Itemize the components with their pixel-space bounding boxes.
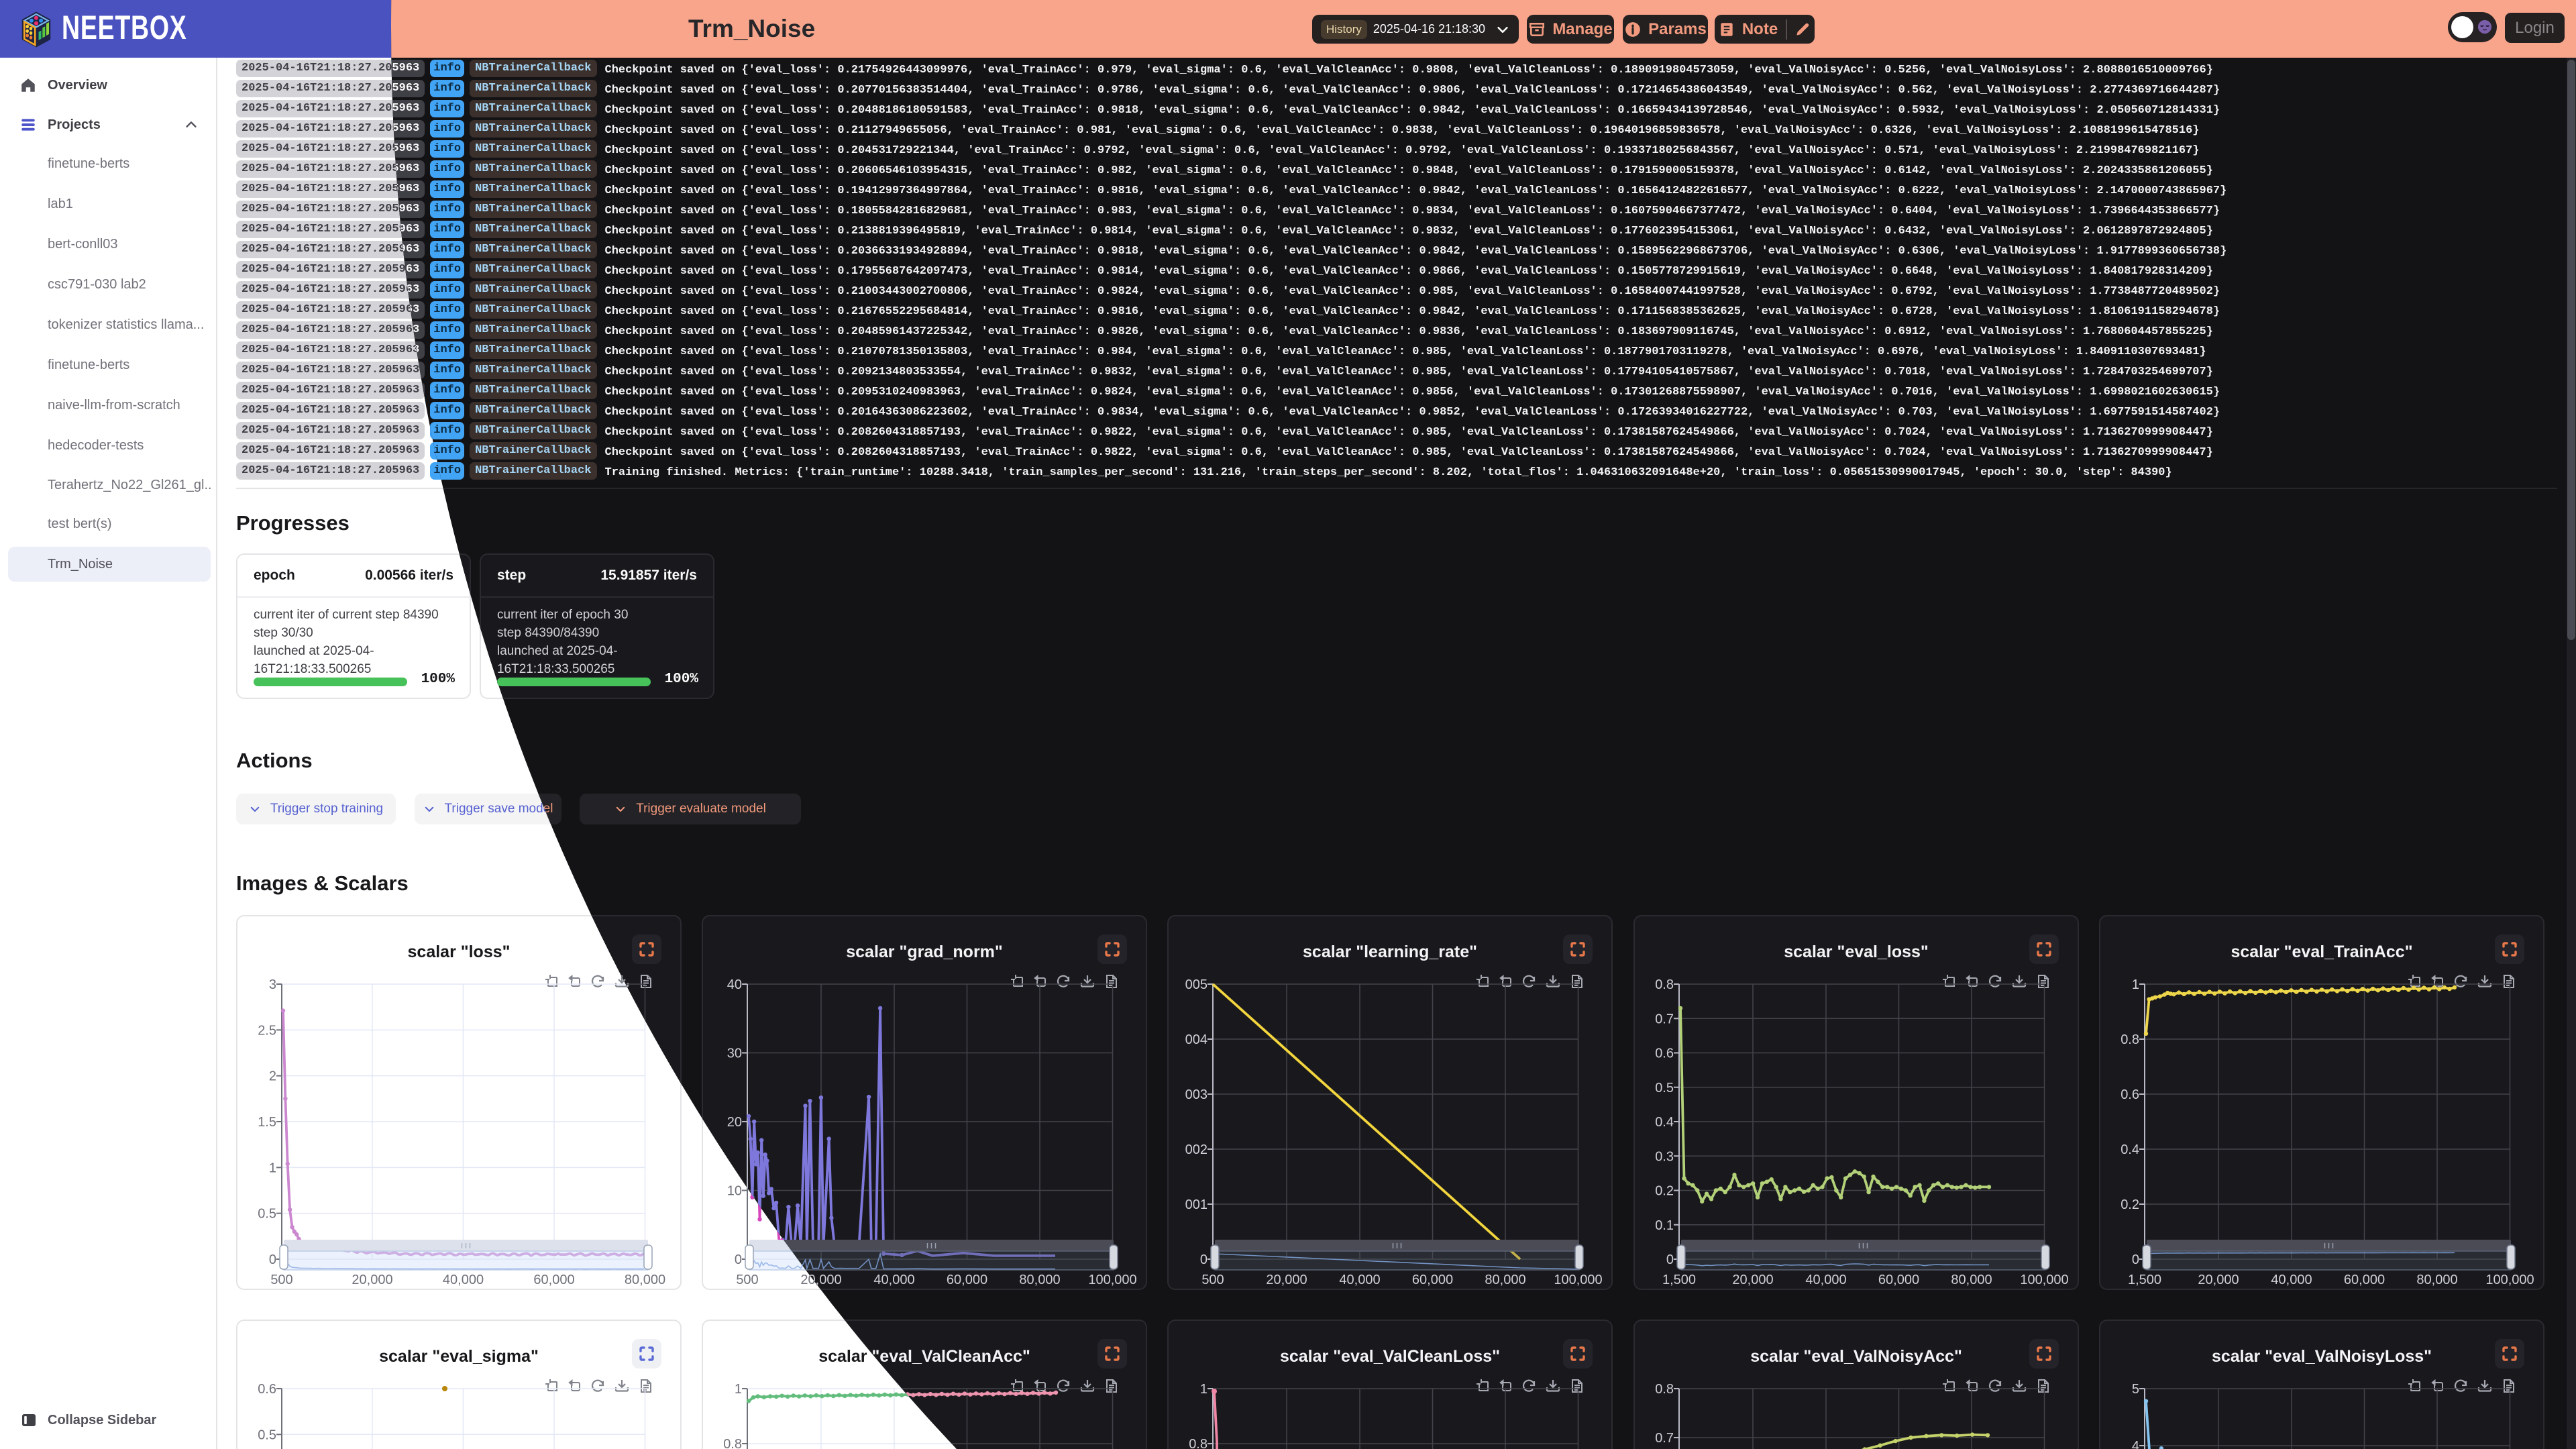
svg-text:80,000: 80,000 — [1019, 1273, 1060, 1287]
svg-text:60,000: 60,000 — [947, 1273, 987, 1287]
svg-text:0.4: 0.4 — [2121, 1142, 2139, 1157]
svg-text:2.5: 2.5 — [258, 1023, 276, 1038]
svg-text:1: 1 — [735, 1382, 742, 1397]
svg-text:002: 002 — [1185, 1142, 1208, 1157]
svg-text:0.5: 0.5 — [258, 1428, 276, 1442]
svg-text:0.6: 0.6 — [1655, 1046, 1674, 1061]
svg-text:004: 004 — [1185, 1032, 1208, 1047]
svg-text:0.8: 0.8 — [1189, 1437, 1208, 1449]
svg-text:1,500: 1,500 — [2128, 1273, 2161, 1287]
svg-text:80,000: 80,000 — [2416, 1273, 2457, 1287]
svg-text:100,000: 100,000 — [1088, 1273, 1136, 1287]
svg-text:60,000: 60,000 — [533, 1273, 574, 1287]
svg-text:0.2: 0.2 — [1655, 1184, 1674, 1199]
svg-text:30: 30 — [727, 1046, 742, 1061]
svg-text:001: 001 — [1185, 1197, 1208, 1212]
svg-text:0.6: 0.6 — [258, 1382, 276, 1397]
svg-text:0.6: 0.6 — [2121, 1087, 2139, 1102]
svg-text:1: 1 — [1200, 1382, 1208, 1397]
svg-text:0.7: 0.7 — [1655, 1012, 1674, 1026]
svg-text:40: 40 — [727, 977, 742, 992]
svg-text:5: 5 — [2132, 1382, 2139, 1397]
svg-text:0.1: 0.1 — [1655, 1218, 1674, 1233]
svg-text:20,000: 20,000 — [352, 1273, 392, 1287]
svg-text:0.8: 0.8 — [1655, 977, 1674, 992]
svg-text:0: 0 — [269, 1252, 276, 1267]
svg-text:0.4: 0.4 — [1655, 1115, 1674, 1130]
svg-text:1: 1 — [2132, 977, 2139, 992]
svg-text:60,000: 60,000 — [1878, 1273, 1919, 1287]
svg-text:1.5: 1.5 — [258, 1115, 276, 1130]
svg-text:500: 500 — [736, 1273, 758, 1287]
svg-text:80,000: 80,000 — [625, 1273, 665, 1287]
svg-text:100,000: 100,000 — [1554, 1273, 1602, 1287]
svg-text:20,000: 20,000 — [2198, 1273, 2239, 1287]
svg-text:0.8: 0.8 — [1655, 1382, 1674, 1397]
svg-text:10: 10 — [727, 1184, 742, 1199]
svg-text:40,000: 40,000 — [2271, 1273, 2312, 1287]
svg-text:0.5: 0.5 — [1655, 1081, 1674, 1095]
svg-text:1,500: 1,500 — [1662, 1273, 1696, 1287]
svg-text:0: 0 — [2132, 1252, 2139, 1267]
svg-text:0.5: 0.5 — [258, 1207, 276, 1222]
svg-text:003: 003 — [1185, 1087, 1208, 1102]
svg-text:0.8: 0.8 — [2121, 1032, 2139, 1047]
svg-text:20,000: 20,000 — [1266, 1273, 1307, 1287]
svg-text:0.7: 0.7 — [1655, 1431, 1674, 1446]
svg-text:3: 3 — [269, 977, 276, 992]
svg-text:0.2: 0.2 — [2121, 1197, 2139, 1212]
svg-text:0: 0 — [1666, 1252, 1674, 1267]
svg-text:0: 0 — [735, 1252, 742, 1267]
svg-text:20: 20 — [727, 1115, 742, 1130]
svg-text:4: 4 — [2132, 1439, 2139, 1449]
svg-text:80,000: 80,000 — [1951, 1273, 1992, 1287]
svg-text:100,000: 100,000 — [2020, 1273, 2068, 1287]
svg-text:0: 0 — [1200, 1252, 1208, 1267]
svg-text:60,000: 60,000 — [1412, 1273, 1453, 1287]
svg-text:0.8: 0.8 — [723, 1437, 742, 1449]
svg-text:80,000: 80,000 — [1485, 1273, 1525, 1287]
svg-text:0.3: 0.3 — [1655, 1149, 1674, 1164]
svg-text:005: 005 — [1185, 977, 1208, 992]
svg-text:40,000: 40,000 — [443, 1273, 484, 1287]
svg-text:40,000: 40,000 — [1805, 1273, 1846, 1287]
svg-text:2: 2 — [269, 1069, 276, 1084]
svg-text:20,000: 20,000 — [1732, 1273, 1773, 1287]
svg-text:1: 1 — [269, 1161, 276, 1175]
svg-text:40,000: 40,000 — [873, 1273, 914, 1287]
svg-text:60,000: 60,000 — [2344, 1273, 2385, 1287]
svg-text:100,000: 100,000 — [2485, 1273, 2534, 1287]
svg-text:500: 500 — [270, 1273, 292, 1287]
svg-text:40,000: 40,000 — [1339, 1273, 1380, 1287]
svg-text:500: 500 — [1201, 1273, 1224, 1287]
